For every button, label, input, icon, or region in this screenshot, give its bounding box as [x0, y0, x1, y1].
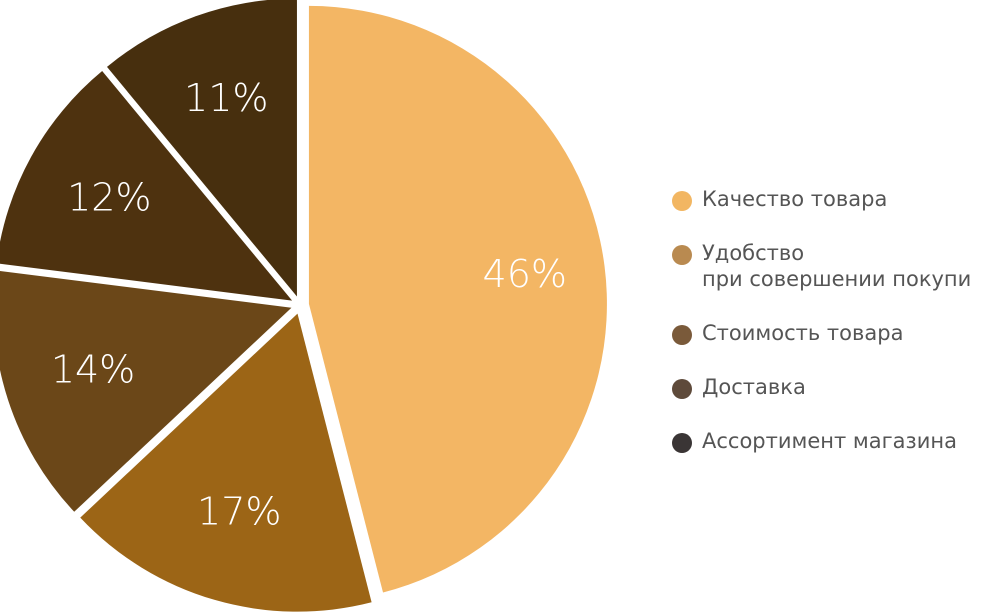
legend-label: Доставка [702, 375, 806, 399]
pie-slice [0, 71, 293, 301]
slice-label: 12% [67, 176, 151, 220]
legend-label: Удобство при совершении покупи [702, 241, 972, 291]
pie-slice [80, 313, 372, 612]
legend-item: Стоимость товара [672, 320, 971, 346]
legend-marker [672, 325, 692, 345]
legend-marker [672, 245, 692, 265]
legend-item: Ассортимент магазина [672, 428, 971, 454]
slice-label: 17% [197, 489, 281, 533]
legend: Качество товара Удобство при совершении п… [672, 186, 971, 482]
slice-label: 46% [483, 252, 567, 296]
pie-slice [0, 270, 292, 512]
pie-slice [308, 5, 607, 593]
legend-item: Качество товара [672, 186, 971, 212]
legend-label: Качество товара [702, 187, 888, 211]
legend-marker [672, 433, 692, 453]
legend-marker [672, 191, 692, 211]
legend-item: Удобство при совершении покупи [672, 240, 971, 292]
pie-slice [106, 0, 297, 297]
slice-label: 11% [184, 76, 268, 120]
legend-item: Доставка [672, 374, 971, 400]
legend-label: Ассортимент магазина [702, 429, 957, 453]
slice-label: 14% [51, 348, 135, 392]
legend-marker [672, 379, 692, 399]
legend-label: Стоимость товара [702, 321, 904, 345]
pie: 46% 17% 14% 12% 11% [0, 0, 607, 612]
